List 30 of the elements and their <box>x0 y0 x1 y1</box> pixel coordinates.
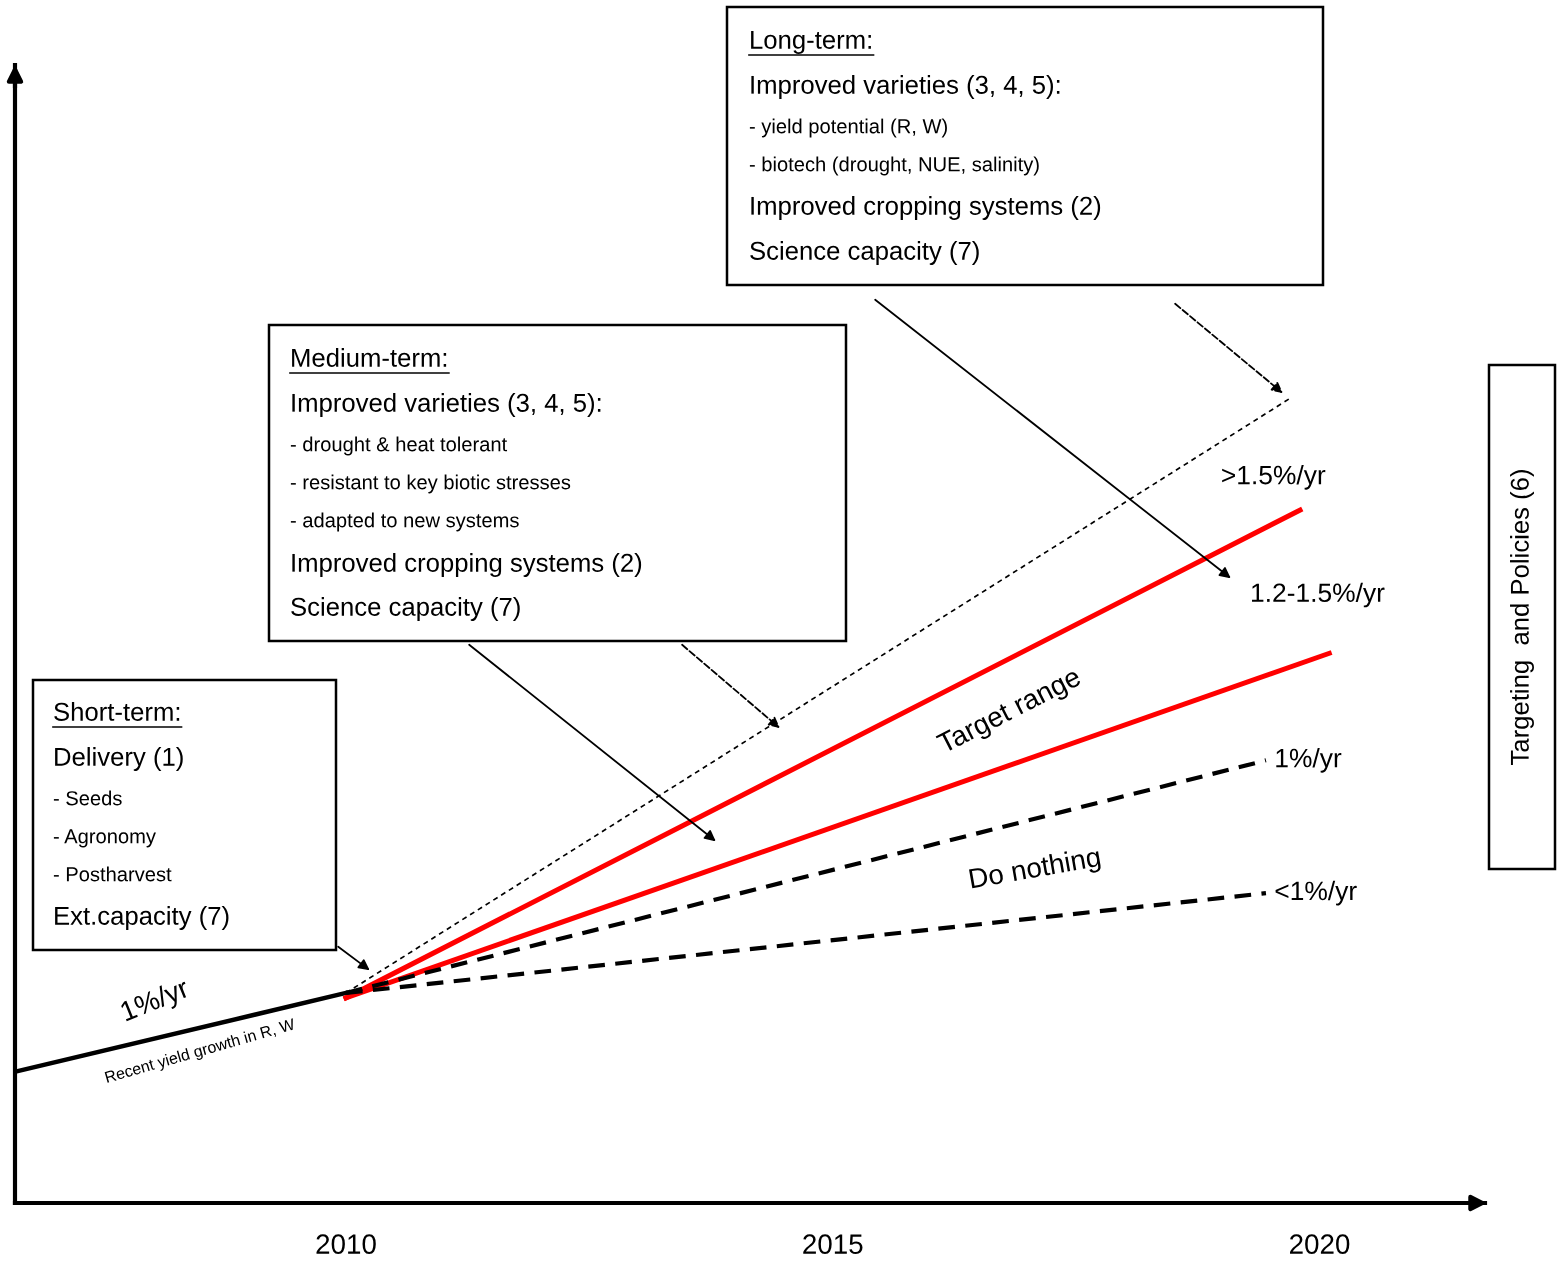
annotation: Target range <box>935 666 1085 759</box>
x-tick-label: 2010 <box>316 1234 376 1254</box>
annotation: Improved cropping systems (2) <box>292 553 642 577</box>
annotation: 1.2-1.5%/yr <box>1252 582 1385 608</box>
annotation: Do nothing <box>968 845 1102 895</box>
series-label: <1%/yr <box>1275 880 1357 906</box>
text: Targeting and Policies (6) <box>1510 470 1534 765</box>
text: Improved varieties (3, 4, 5): <box>751 75 1060 99</box>
annotation: Science capacity (7) <box>291 597 520 621</box>
text: Long-term: <box>751 30 871 54</box>
text: Medium-term: <box>292 348 447 367</box>
text: Improved cropping systems (2) <box>751 196 1101 220</box>
annotation: Short-term: <box>54 702 180 721</box>
text: Science capacity (7) <box>750 241 979 265</box>
text: - yield potential (R, W) <box>749 118 947 138</box>
annotation: Ext.capacity (7) <box>55 906 229 930</box>
annotation: - drought & heat tolerant <box>290 436 508 456</box>
x-tick-label: 2020 <box>1290 1234 1350 1254</box>
annotation: - Agronomy <box>53 829 156 848</box>
series-label: >1.5%/yr <box>1222 465 1326 490</box>
annotation: Improved varieties (3, 4, 5): <box>292 393 601 417</box>
annotation: - resistant to key biotic stresses <box>290 474 571 494</box>
annotation: - Seeds <box>53 790 122 806</box>
text: - biotech (drought, NUE, salinity) <box>749 156 1039 176</box>
x-tick-label: 2015 <box>803 1234 863 1254</box>
annotation: - adapted to new systems <box>290 512 519 532</box>
series-label: 1%/yr <box>1276 748 1342 773</box>
annotation: Delivery (1) <box>55 747 183 771</box>
annotation: - Postharvest <box>53 866 172 882</box>
annotation: 1%/yr <box>119 976 193 1027</box>
